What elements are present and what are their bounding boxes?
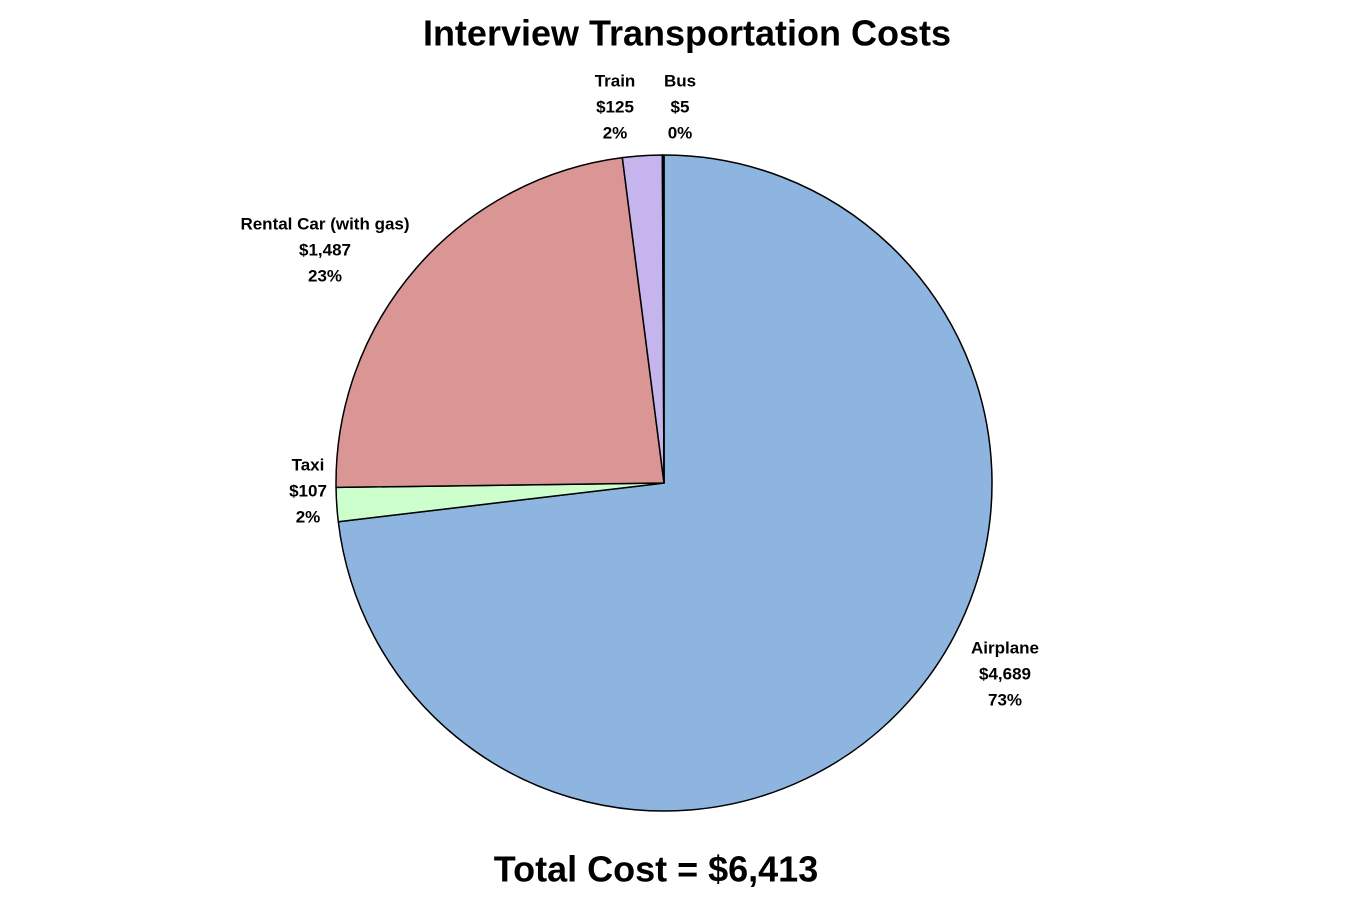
- slice-label-percent: 73%: [988, 690, 1022, 709]
- slice-label-name: Airplane: [971, 638, 1039, 657]
- slice-label-name: Train: [595, 71, 636, 90]
- slice-label-percent: 2%: [603, 123, 628, 142]
- slice-label-value: $125: [596, 97, 634, 116]
- pie-slice: [335, 156, 665, 489]
- chart-title: Interview Transportation Costs: [423, 13, 951, 54]
- slice-label-value: $5: [671, 97, 690, 116]
- slice-label-value: $1,487: [299, 240, 351, 259]
- slice-label-percent: 23%: [308, 266, 342, 285]
- slice-label-value: $4,689: [979, 664, 1031, 683]
- slice-label-name: Bus: [664, 71, 696, 90]
- pie-slice: [337, 154, 993, 812]
- slice-label-name: Rental Car (with gas): [240, 214, 409, 233]
- slice-label-percent: 0%: [668, 123, 693, 142]
- slice-label-name: Taxi: [292, 455, 325, 474]
- slice-label-percent: 2%: [296, 507, 321, 526]
- chart-footer: Total Cost = $6,413: [494, 849, 818, 890]
- pie-slice: [661, 154, 665, 484]
- slice-label-value: $107: [289, 481, 327, 500]
